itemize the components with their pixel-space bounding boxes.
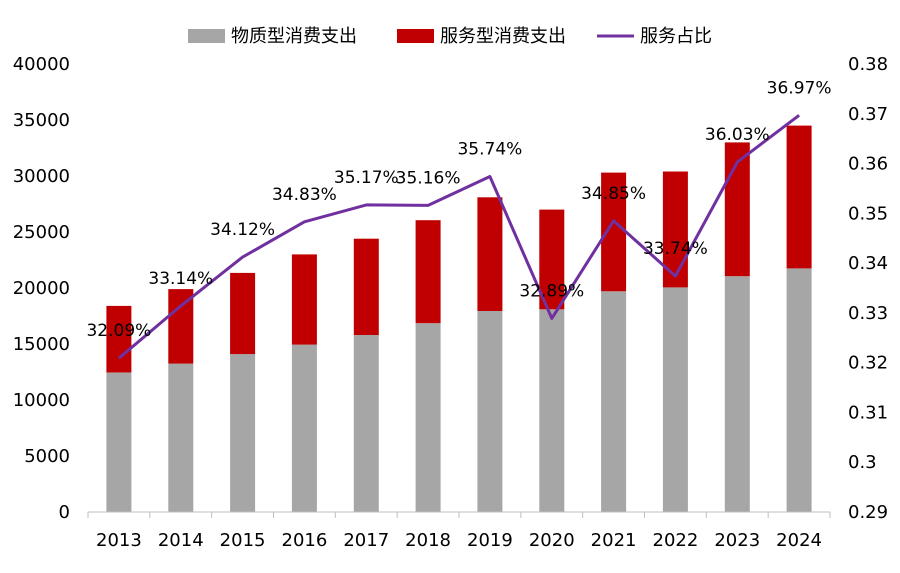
bar-services-2019 bbox=[477, 197, 503, 311]
service-share-line bbox=[117, 114, 801, 360]
bar-goods-2021 bbox=[601, 291, 627, 512]
x-tick-label-2021: 2021 bbox=[591, 530, 637, 551]
bar-services-2020 bbox=[539, 209, 565, 310]
data-label-2015: 34.12% bbox=[210, 220, 275, 240]
x-tick-label-2013: 2013 bbox=[96, 530, 142, 551]
data-label-2022: 33.74% bbox=[643, 239, 708, 259]
y-right-tick-label-0-34: 0.34 bbox=[848, 253, 888, 274]
y-left-tick-label-25000: 25000 bbox=[13, 222, 70, 243]
bar-goods-2023 bbox=[724, 276, 750, 512]
bar-services-2018 bbox=[415, 220, 441, 324]
data-label-2018: 35.16% bbox=[396, 168, 461, 188]
bar-goods-2017 bbox=[353, 335, 379, 512]
y-left-tick-label-0: 0 bbox=[59, 502, 70, 523]
data-labels: 32.09% 33.14% 34.12% 34.83%35.17%35.16% 35.7… bbox=[86, 78, 831, 341]
x-tick-label-2015: 2015 bbox=[220, 530, 266, 551]
legend-label-goods: 物质型消费支出 bbox=[231, 26, 357, 47]
y-left-tick-label-30000: 30000 bbox=[13, 166, 70, 187]
bar-services-2017 bbox=[353, 238, 379, 335]
data-label-2023: 36.03% bbox=[705, 125, 770, 145]
bar-goods-2018 bbox=[415, 323, 441, 512]
bar-services-2014 bbox=[168, 289, 194, 364]
bar-goods-2013 bbox=[106, 372, 132, 512]
data-label-2013: 32.09% bbox=[86, 321, 151, 341]
x-tick-label-2020: 2020 bbox=[529, 530, 575, 551]
bar-goods-2022 bbox=[662, 287, 688, 512]
bar-goods-2016 bbox=[291, 344, 317, 512]
x-tick-label-2022: 2022 bbox=[653, 530, 699, 551]
y-left-tick-label-20000: 20000 bbox=[13, 278, 70, 299]
bar-goods-2020 bbox=[539, 309, 565, 512]
bar-services-2013 bbox=[106, 305, 132, 373]
x-tick-label-2016: 2016 bbox=[282, 530, 328, 551]
y-right-tick-label-0-29: 0.29 bbox=[848, 502, 888, 523]
y-left-tick-label-35000: 35000 bbox=[13, 110, 70, 131]
legend-label-share: 服务占比 bbox=[640, 26, 712, 47]
bar-services-2016 bbox=[291, 254, 317, 345]
bar-goods-2024 bbox=[786, 268, 812, 512]
data-label-2024: 36.97% bbox=[767, 78, 832, 98]
y-left-tick-label-40000: 40000 bbox=[13, 54, 70, 75]
y-right-tick-label-0-38: 0.38 bbox=[848, 54, 888, 75]
data-label-2017: 35.17% bbox=[334, 168, 399, 188]
bar-services-2024 bbox=[786, 125, 812, 269]
data-label-2020: 32.89% bbox=[519, 281, 584, 301]
y-left-tick-label-15000: 15000 bbox=[13, 334, 70, 355]
legend-swatch-goods bbox=[188, 29, 225, 43]
data-label-2014: 33.14% bbox=[148, 269, 213, 289]
line-service-share bbox=[117, 114, 801, 360]
x-tick-label-2023: 2023 bbox=[714, 530, 760, 551]
bar-goods-2019 bbox=[477, 311, 503, 512]
y-left-tick-label-5000: 5000 bbox=[24, 446, 70, 467]
x-tick-label-2019: 2019 bbox=[467, 530, 513, 551]
data-label-2019: 35.74% bbox=[457, 140, 522, 160]
legend: 物质型消费支出 服务型消费支出 服务占比 bbox=[188, 26, 712, 47]
bar-goods-2014 bbox=[168, 363, 194, 512]
x-tick-label-2018: 2018 bbox=[405, 530, 451, 551]
y-right-tick-label-0-3: 0.3 bbox=[848, 452, 877, 473]
data-label-2016: 34.83% bbox=[272, 185, 337, 205]
legend-label-services: 服务型消费支出 bbox=[440, 26, 566, 47]
y-left-tick-label-10000: 10000 bbox=[13, 390, 70, 411]
bar-services-2015 bbox=[230, 272, 256, 355]
x-tick-label-2024: 2024 bbox=[776, 530, 822, 551]
x-tick-label-2014: 2014 bbox=[158, 530, 204, 551]
y-right-tick-label-0-36: 0.36 bbox=[848, 154, 888, 175]
y-right-tick-label-0-32: 0.32 bbox=[848, 353, 888, 374]
bars bbox=[106, 125, 812, 512]
data-label-2021: 34.85% bbox=[581, 184, 646, 204]
axes: 2013 2014 2015 2016 2017 2018 2019 2020 2021 2022… bbox=[13, 54, 888, 551]
x-tick-label-2017: 2017 bbox=[343, 530, 389, 551]
legend-swatch-services bbox=[397, 29, 434, 43]
y-right-tick-label-0-35: 0.35 bbox=[848, 203, 888, 224]
y-right-tick-label-0-31: 0.31 bbox=[848, 402, 888, 423]
bar-goods-2015 bbox=[230, 354, 256, 512]
y-right-tick-label-0-33: 0.33 bbox=[848, 303, 888, 324]
y-right-tick-label-0-37: 0.37 bbox=[848, 104, 888, 125]
